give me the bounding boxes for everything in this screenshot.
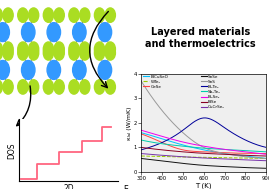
Circle shape xyxy=(105,8,115,22)
Circle shape xyxy=(18,8,28,22)
X-axis label: E: E xyxy=(123,184,128,189)
Circle shape xyxy=(3,80,13,94)
Circle shape xyxy=(98,23,112,42)
Circle shape xyxy=(0,46,2,60)
Circle shape xyxy=(0,23,9,42)
Circle shape xyxy=(47,60,61,79)
Circle shape xyxy=(18,46,28,60)
Circle shape xyxy=(54,42,64,56)
Circle shape xyxy=(94,46,105,60)
Circle shape xyxy=(47,23,61,42)
Text: 2D: 2D xyxy=(63,184,74,189)
Circle shape xyxy=(18,42,28,56)
Circle shape xyxy=(43,46,54,60)
Circle shape xyxy=(54,8,64,22)
Circle shape xyxy=(73,23,86,42)
Circle shape xyxy=(43,8,54,22)
Circle shape xyxy=(69,80,79,94)
Circle shape xyxy=(69,8,79,22)
Circle shape xyxy=(0,42,2,56)
Circle shape xyxy=(18,80,28,94)
Circle shape xyxy=(94,8,105,22)
Legend: SnSe, SnS, Bi₂Te₃, Sb₂Te₃, Bi₂Se₃, BiSe, CuCrSe₂: SnSe, SnS, Bi₂Te₃, Sb₂Te₃, Bi₂Se₃, BiSe,… xyxy=(201,75,225,109)
Circle shape xyxy=(73,60,86,79)
Circle shape xyxy=(29,46,39,60)
Circle shape xyxy=(22,23,35,42)
Circle shape xyxy=(80,42,90,56)
Circle shape xyxy=(43,80,54,94)
Circle shape xyxy=(3,46,13,60)
Circle shape xyxy=(0,80,2,94)
Circle shape xyxy=(105,42,115,56)
Circle shape xyxy=(69,42,79,56)
Circle shape xyxy=(98,60,112,79)
Circle shape xyxy=(0,60,9,79)
Circle shape xyxy=(105,46,115,60)
Circle shape xyxy=(29,8,39,22)
Circle shape xyxy=(80,46,90,60)
Circle shape xyxy=(29,80,39,94)
Text: Layered materials
and thermoelectrics: Layered materials and thermoelectrics xyxy=(145,27,256,49)
Y-axis label: κₗₐₗ (W/mK): κₗₐₗ (W/mK) xyxy=(127,106,132,140)
Circle shape xyxy=(69,46,79,60)
Circle shape xyxy=(29,42,39,56)
Circle shape xyxy=(94,42,105,56)
Y-axis label: DOS: DOS xyxy=(7,142,16,159)
Circle shape xyxy=(22,60,35,79)
Circle shape xyxy=(80,8,90,22)
Circle shape xyxy=(80,80,90,94)
Circle shape xyxy=(3,42,13,56)
Circle shape xyxy=(3,8,13,22)
Circle shape xyxy=(54,46,64,60)
X-axis label: T (K): T (K) xyxy=(196,183,212,189)
Circle shape xyxy=(0,8,2,22)
Circle shape xyxy=(94,80,105,94)
Circle shape xyxy=(54,80,64,94)
Circle shape xyxy=(43,42,54,56)
Circle shape xyxy=(105,80,115,94)
